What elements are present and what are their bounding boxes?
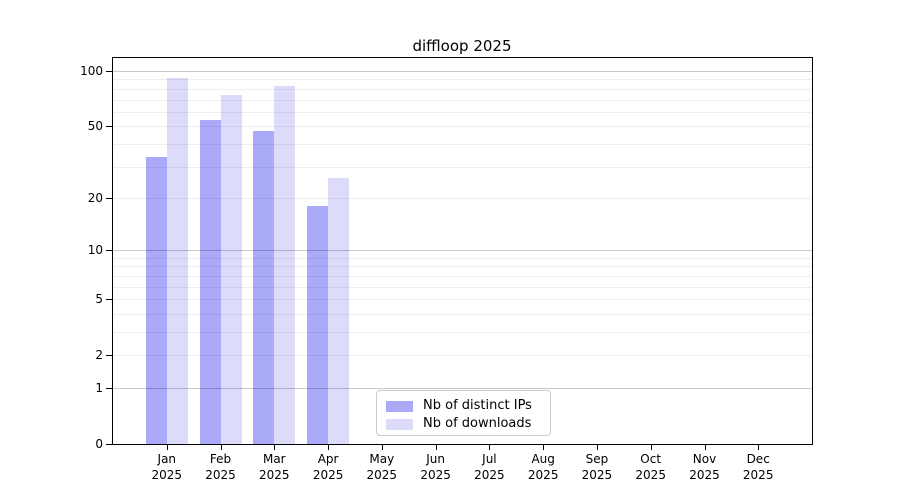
x-tick-apr: [328, 444, 330, 450]
y-tick-label-5: 5: [95, 292, 103, 307]
y-tick-10: [106, 250, 113, 252]
gridline-y100: [113, 71, 812, 72]
y-tick-0: [106, 444, 113, 445]
x-label-oct: Oct 2025: [635, 452, 666, 482]
legend-label: Nb of distinct IPs: [423, 398, 532, 413]
bar-downloads-mar: [274, 85, 296, 444]
y-tick-2: [106, 355, 113, 357]
bar-downloads-feb: [220, 95, 242, 444]
x-label-dec: Dec 2025: [742, 452, 774, 482]
y-tick-5: [106, 299, 113, 301]
y-tick-1: [106, 388, 113, 389]
bar-downloads-apr: [328, 177, 350, 444]
y-tick-label-1: 1: [95, 381, 103, 395]
x-label-nov: Nov 2025: [689, 452, 720, 482]
x-label-jun: Jun 2025: [420, 452, 451, 482]
x-label-aug: Aug 2025: [527, 452, 559, 482]
x-label-may: May 2025: [366, 452, 398, 482]
gridline-y70: [113, 99, 812, 101]
y-tick-label-100: 100: [80, 64, 103, 78]
bar-distinct-ips-feb: [199, 120, 221, 444]
legend-item: Nb of downloads: [386, 415, 542, 433]
x-tick-sep: [596, 444, 598, 450]
x-label-apr: Apr 2025: [312, 452, 344, 482]
y-tick-100: [106, 71, 113, 72]
x-label-mar: Mar 2025: [259, 452, 290, 482]
x-tick-jun: [435, 444, 437, 450]
x-tick-aug: [543, 444, 545, 450]
x-tick-feb: [220, 444, 222, 450]
legend-label: Nb of downloads: [423, 416, 532, 431]
plot-area: 0 1 2 5 10 20 50 100 Jan 2025 Feb 2025 Mar 2025 Apr 202…: [80, 57, 813, 482]
y-tick-label-2: 2: [95, 348, 103, 363]
gridline-y90: [113, 79, 812, 81]
x-label-sep: Sep 2025: [581, 452, 613, 482]
bar-downloads-jan: [166, 77, 188, 444]
y-tick-label-10: 10: [87, 243, 103, 258]
gridline-y60: [113, 111, 812, 113]
bar-distinct-ips-apr: [307, 206, 329, 444]
legend-swatch-distinct-ips: [386, 400, 413, 412]
y-tick-label-50: 50: [87, 119, 103, 134]
legend-item: Nb of distinct IPs: [386, 397, 542, 415]
x-tick-mar: [274, 444, 276, 450]
y-tick-label-20: 20: [87, 190, 103, 205]
y-tick-label-0: 0: [95, 437, 103, 451]
x-tick-jul: [489, 444, 491, 450]
x-tick-jan: [166, 444, 168, 450]
x-label-jul: Jul 2025: [474, 452, 505, 482]
x-tick-oct: [650, 444, 652, 450]
x-tick-may: [381, 444, 383, 450]
bar-distinct-ips-jan: [145, 156, 167, 444]
chart-title: diffloop 2025: [412, 37, 512, 55]
x-tick-nov: [704, 444, 706, 450]
x-tick-dec: [758, 444, 760, 450]
legend: Nb of distinct IPs Nb of downloads: [376, 390, 551, 436]
y-tick-20: [106, 197, 113, 199]
legend-swatch-downloads: [386, 418, 413, 430]
x-label-jan: Jan 2025: [151, 452, 183, 482]
bar-distinct-ips-mar: [253, 131, 275, 444]
y-tick-50: [106, 126, 113, 128]
x-label-feb: Feb 2025: [205, 452, 236, 482]
gridline-y80: [113, 88, 812, 90]
